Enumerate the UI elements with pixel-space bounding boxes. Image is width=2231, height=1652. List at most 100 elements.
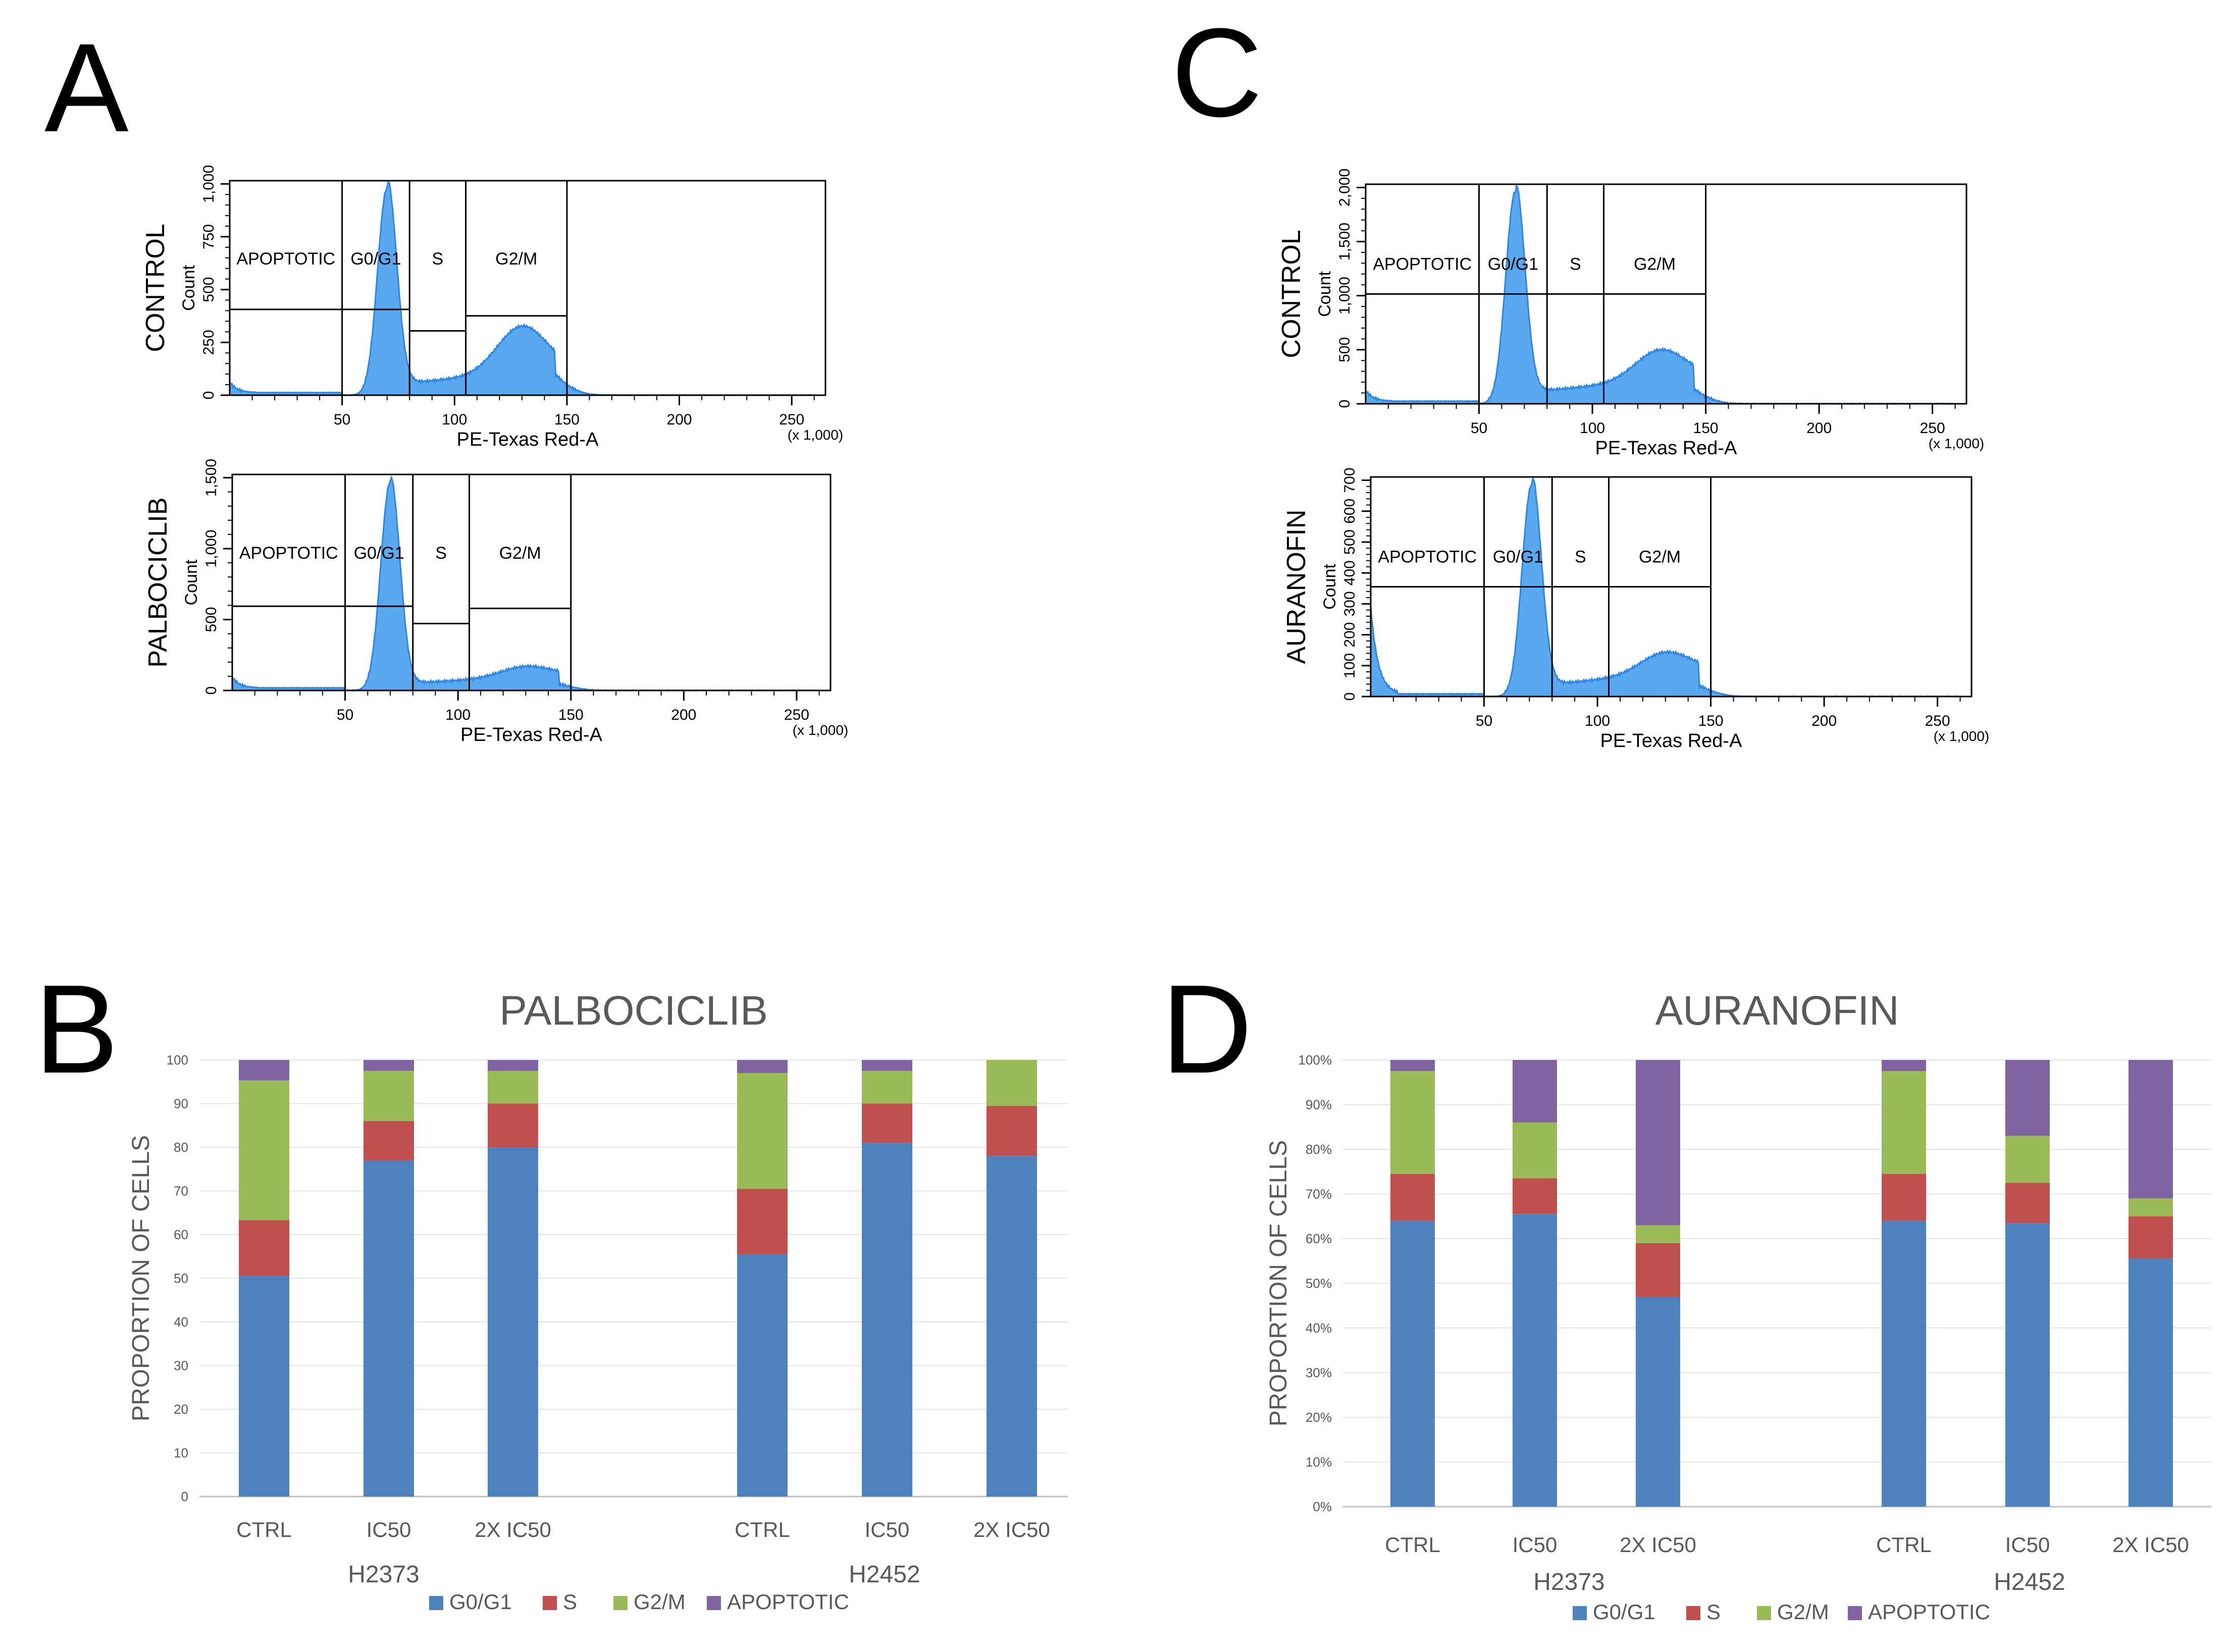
y-tick-label: 100 (1341, 653, 1358, 678)
bar-segment-g0g1 (862, 1143, 912, 1497)
bar-segment-g0g1 (987, 1156, 1037, 1497)
bar-segment-s (862, 1103, 912, 1143)
histogram-C-control: APOPTOTIC G0/G1 S G2/M 0 500 1,000 1,500 2,000 50… (1277, 169, 1984, 459)
bar-segment-g2m (862, 1071, 912, 1104)
group-label: H2373 (1533, 1569, 1604, 1595)
legend-swatch (1757, 1606, 1771, 1620)
gate-label-g0g1: G0/G1 (354, 544, 404, 563)
category-label: CTRL (1385, 1533, 1440, 1557)
bar-segment-s (737, 1189, 788, 1254)
y-tick-label: 20% (1306, 1410, 1332, 1425)
gate-label-g0g1: G0/G1 (1488, 255, 1538, 274)
category-label: IC50 (1513, 1533, 1558, 1557)
stacked-bar-chart-d: AURANOFIN 0% 10% 20% 30% 40% 50% 60% 70% 80% 90% 10… (1265, 988, 2211, 1624)
x-tick-label: 250 (1920, 420, 1945, 437)
legend-swatch (1686, 1606, 1700, 1620)
y-tick-label: 1,000 (200, 165, 217, 203)
x-tick-label: 200 (1806, 420, 1832, 437)
histogram-C-auranofin: APOPTOTIC G0/G1 S G2/M 0 100 200 300 400 500 600 70… (1282, 467, 1989, 752)
histogram-frame (231, 473, 832, 691)
x-tick-label: 100 (442, 411, 467, 428)
bar-segment-apoptotic (2005, 1060, 2050, 1136)
bar-segment-g2m (1513, 1122, 1557, 1179)
legend-swatch (543, 1596, 557, 1610)
legend-label: APOPTOTIC (727, 1590, 849, 1614)
y-tick-label: 1,500 (1336, 223, 1353, 260)
y-tick-label: 0 (1336, 400, 1353, 408)
panel-letter-b: B (34, 958, 119, 1099)
x-tick-label: 150 (1693, 420, 1719, 437)
category-label: 2X IC50 (475, 1518, 551, 1541)
y-tick-label: 50 (174, 1271, 188, 1286)
x-multiplier: (x 1,000) (793, 722, 849, 738)
y-tick-label: 700 (1341, 467, 1358, 493)
bar-segment-g0g1 (488, 1147, 538, 1497)
chart-title: PALBOCICLIB (499, 988, 768, 1034)
chart-title: AURANOFIN (1655, 988, 1899, 1034)
y-tick-label: 10 (174, 1446, 188, 1461)
category-label: CTRL (735, 1518, 790, 1541)
gate-label-g0g1: G0/G1 (350, 249, 401, 269)
x-axis-label: PE-Texas Red-A (457, 429, 599, 450)
y-tick-label: 60% (1306, 1231, 1332, 1246)
y-tick-label: 1,000 (1336, 277, 1353, 314)
x-tick-label: 200 (1811, 713, 1837, 729)
x-multiplier: (x 1,000) (788, 427, 844, 443)
gate-label-s: S (435, 544, 447, 563)
legend-label: G2/M (1777, 1600, 1829, 1624)
gate-label-g2m: G2/M (495, 249, 537, 269)
y-axis-label: PROPORTION OF CELLS (128, 1135, 154, 1421)
histogram-curve (229, 180, 815, 396)
category-label: 2X IC50 (1620, 1533, 1696, 1557)
bar-segment-g2m (2005, 1136, 2050, 1183)
gate-label-apoptotic: APOPTOTIC (236, 249, 335, 269)
legend-swatch (1848, 1606, 1862, 1620)
bar-segment-apoptotic (1882, 1060, 1926, 1072)
y-tick-label: 1,000 (203, 529, 220, 567)
panel-letter-a: A (44, 17, 129, 158)
y-tick-label: 60 (174, 1227, 188, 1242)
legend-swatch (613, 1596, 628, 1610)
gate-label-apoptotic: APOPTOTIC (1378, 548, 1477, 567)
y-tick-label: 500 (200, 277, 217, 302)
bar-segment-g2m (1882, 1071, 1926, 1174)
gate-label-g2m: G2/M (1639, 548, 1681, 567)
y-tick-label: 500 (1341, 529, 1358, 555)
bar-segment-apoptotic (239, 1060, 289, 1081)
category-label: CTRL (236, 1518, 292, 1541)
bar-segment-apoptotic (364, 1060, 414, 1071)
x-tick-label: 50 (1471, 420, 1487, 437)
bar-segment-s (364, 1121, 414, 1160)
y-tick-label: 0 (1341, 692, 1358, 701)
y-tick-label: 750 (200, 224, 217, 249)
bar-segment-apoptotic (1513, 1060, 1557, 1123)
bar-segment-g2m (737, 1073, 788, 1189)
bar-segment-g2m (488, 1071, 538, 1104)
bar-segment-s (1882, 1174, 1926, 1221)
x-tick-label: 200 (671, 707, 696, 723)
y-tick-label: 1,500 (203, 459, 220, 497)
y-tick-label: 90 (174, 1096, 188, 1111)
gate-label-apoptotic: APOPTOTIC (1373, 255, 1472, 274)
y-tick-label: 400 (1341, 560, 1358, 585)
bar-segment-apoptotic (1390, 1060, 1435, 1072)
x-axis-label: PE-Texas Red-A (1600, 730, 1743, 752)
gate-label-g2m: G2/M (499, 544, 541, 563)
x-multiplier: (x 1,000) (1934, 728, 1990, 744)
bar-segment-apoptotic (1636, 1060, 1680, 1225)
y-tick-label: 20 (174, 1402, 188, 1417)
x-tick-label: 50 (337, 707, 353, 723)
y-tick-label: 70% (1306, 1187, 1332, 1202)
bar-segment-apoptotic (2129, 1060, 2173, 1199)
y-axis-label: Count (179, 265, 198, 311)
category-label: CTRL (1876, 1533, 1932, 1557)
y-tick-label: 2,000 (1336, 169, 1353, 206)
group-label: H2373 (348, 1561, 419, 1588)
category-label: 2X IC50 (2112, 1533, 2189, 1557)
y-tick-label: 80 (174, 1140, 188, 1155)
y-tick-label: 80% (1306, 1142, 1332, 1157)
category-label: IC50 (865, 1518, 910, 1541)
bar-segment-g2m (364, 1071, 414, 1122)
bar-segment-s (987, 1105, 1037, 1156)
gate-label-apoptotic: APOPTOTIC (239, 544, 338, 563)
